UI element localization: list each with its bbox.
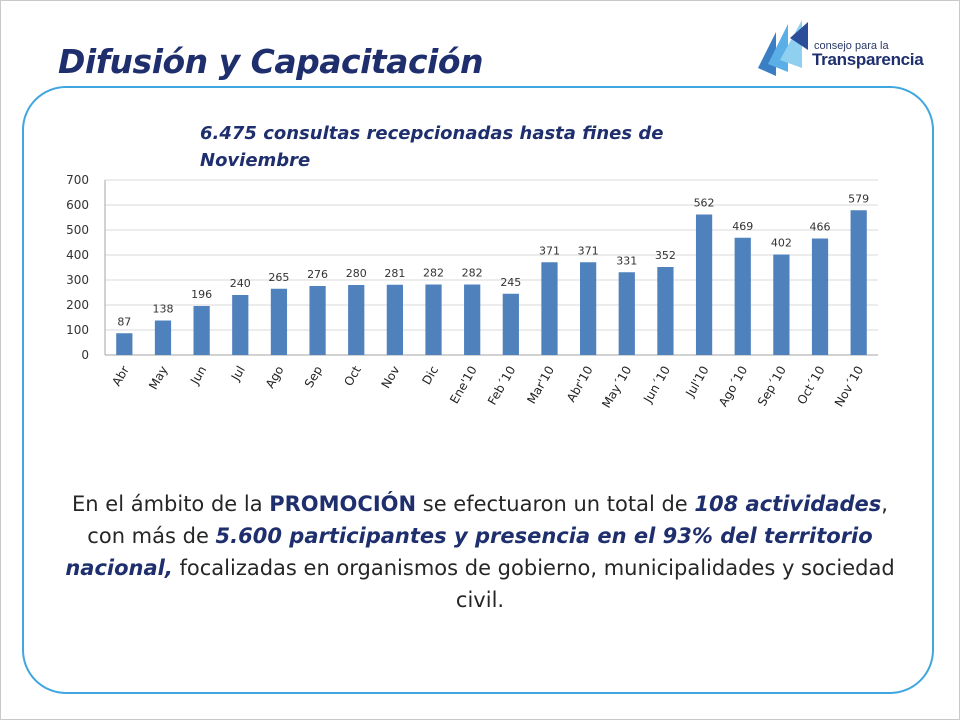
summary-paragraph: En el ámbito de la PROMOCIÓN se efectuar… [60,488,900,616]
bar [309,286,326,355]
bar [425,284,442,355]
bar [618,272,635,355]
bar [386,284,403,355]
slide-title: Difusión y Capacitación [58,42,484,81]
data-label: 240 [230,277,251,290]
chart-title: 6.475 consultas recepcionadas hasta fine… [200,123,664,171]
x-tick-label: Oct [341,363,364,388]
x-tick-label: Oct´10 [794,364,827,407]
summary-text-1: En el ámbito de la [72,492,270,516]
bar [541,262,558,355]
data-label: 331 [616,254,637,267]
data-label: 562 [694,197,715,210]
summary-highlight-participantes: 5.600 participantes y presencia en el 93… [65,524,873,580]
bar [695,214,713,355]
data-label: 402 [771,237,792,250]
summary-highlight-promocion: PROMOCIÓN [269,492,417,516]
bar [232,295,249,355]
data-label: 466 [810,221,831,234]
data-label: 371 [578,244,599,257]
x-tick-label: Ago´10 [716,364,750,409]
x-tick-label: Jul [228,364,248,384]
bar [811,238,829,355]
y-tick-label: 500 [66,223,89,237]
y-tick-label: 700 [66,173,89,187]
bar [850,210,867,355]
summary-text-4: focalizadas en organismos de gobierno, m… [172,556,895,612]
data-label: 352 [655,249,676,262]
x-tick-label: Nov´10 [832,364,866,410]
summary-highlight-actividades: 108 actividades [694,492,882,516]
data-label: 87 [117,315,131,328]
y-tick-label: 300 [66,273,89,287]
x-tick-label: May´10 [599,364,634,411]
data-label: 138 [152,303,173,316]
x-tick-label: Mar'10 [524,364,557,407]
bar [502,293,519,355]
y-tick-label: 600 [66,198,89,212]
logo-big-text: Transparencia [812,50,924,69]
summary-text-2: se efectuaron un total de [416,492,695,516]
data-label: 579 [848,192,869,205]
data-label: 281 [384,267,405,280]
bar [657,267,674,355]
bar [348,285,365,355]
x-tick-label: Ene'10 [447,364,480,407]
bar [116,333,133,355]
y-tick-label: 200 [66,298,89,312]
x-tick-label: Abr'10 [564,364,596,405]
data-label: 245 [500,276,521,289]
y-tick-label: 400 [66,248,89,262]
x-tick-label: Nov [379,364,403,391]
x-tick-label: Feb´10 [485,364,518,408]
x-tick-label: May [146,364,171,392]
data-label: 265 [268,271,289,284]
bar [773,254,790,355]
x-tick-label: Jun´10 [640,364,673,407]
x-tick-label: Sep [302,364,325,391]
x-tick-label: Sep´10 [755,364,789,409]
bar [734,237,751,355]
y-tick-label: 0 [81,348,89,362]
bar [580,262,597,355]
data-label: 469 [732,220,753,233]
x-tick-label: Jul'10 [683,364,712,400]
x-tick-label: Abr [109,363,132,388]
logo-small-text: consejo para la [814,40,889,52]
bar [270,288,288,355]
bar [154,320,172,355]
logo-mark-icon [758,20,808,76]
data-label: 282 [462,267,483,280]
data-label: 282 [423,267,444,280]
data-label: 280 [346,267,367,280]
x-tick-label: Jun [187,364,209,388]
summary-text-3: , con más de [87,492,888,548]
logo: consejo para la Transparencia [754,18,924,80]
y-tick-label: 100 [66,323,89,337]
data-label: 276 [307,268,328,281]
bar [193,306,210,355]
content-panel [22,86,934,694]
bar [464,284,481,355]
data-label: 196 [191,288,212,301]
data-label: 371 [539,244,560,257]
x-tick-label: Ago [263,364,287,391]
x-tick-label: Dic [419,364,441,388]
